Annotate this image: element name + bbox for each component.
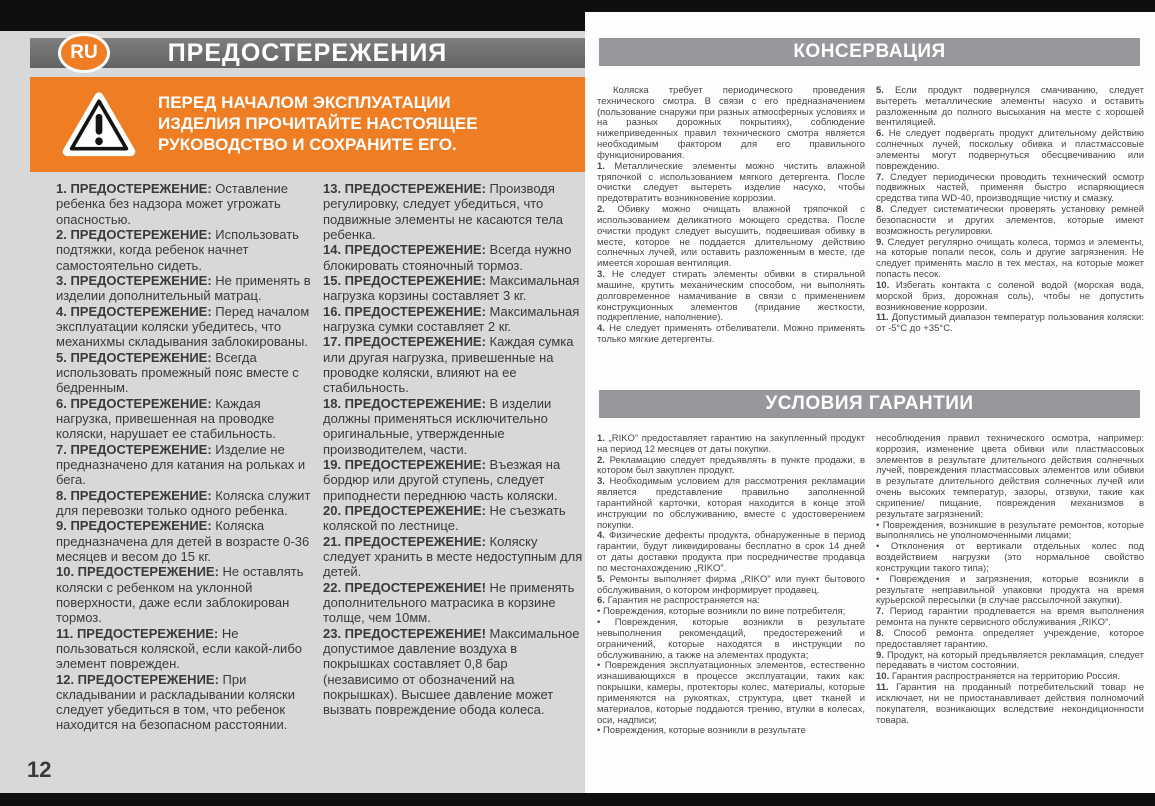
warranty-item: 9. Продукт, на который предъявляется рек… [876, 649, 1145, 672]
warnings-columns: 1. ПРЕДОСТЕРЕЖЕНИЕ: Оставление ребенка б… [56, 181, 583, 733]
notice-text: ПЕРЕД НАЧАЛОМ ЭКСПЛУАТАЦИИ ИЗДЕЛИЯ ПРОЧИ… [158, 93, 478, 154]
conservation-item: 7. Следует периодически проводить технич… [876, 171, 1144, 205]
conservation-item: 10. Избегать контакта с соленой водой (м… [876, 279, 1144, 313]
conservation-item: 5. Если продукт подвернулся смачиванию, … [876, 85, 1144, 129]
warranty-item: • Повреждения эксплуатационных элементов… [597, 660, 865, 726]
warranty-item: 11. Гарантия на проданный потребительски… [876, 682, 1144, 726]
warning-item: 17. ПРЕДОСТЕРЕЖЕНИЕ: Каждая сумка или др… [323, 334, 574, 396]
warranty-item: 6. Гарантия не распространяется на: [597, 595, 760, 607]
warning-triangle-icon [62, 91, 136, 156]
conservation-item: 9. Следует регулярно очищать колеса, тор… [876, 236, 1145, 281]
warranty-item: 3. Необходимым условием для рассмотрения… [597, 476, 866, 531]
conservation-item: 2. Обивку можно очищать влажной тряпочко… [597, 204, 865, 270]
warranty-item: 10. Гарантия распространяется на террито… [876, 671, 1121, 683]
warranty-item: • Повреждения, которые возникли по вине … [597, 606, 846, 618]
warning-item: 13. ПРЕДОСТЕРЕЖЕНИЕ: Производя регулиров… [323, 181, 564, 242]
warning-item: 20. ПРЕДОСТЕРЕЖЕНИЕ: Не съезжать коляско… [323, 502, 566, 534]
warranty-item: • Отклонения от вертикали отдельных коле… [876, 541, 1144, 574]
conservation-column-2: 5. Если продукт подвернулся смачиванию, … [876, 85, 1145, 346]
warranty-title: УСЛОВИЯ ГАРАНТИИ [765, 393, 974, 414]
language-badge-label: RU [70, 42, 98, 63]
warranty-item: 1. „RIKO” предоставляет гарантию на заку… [597, 433, 865, 455]
conservation-column-1: Коляска требует периодического проведени… [597, 85, 865, 346]
warranty-item: несоблюдения правил технического осмотра… [876, 433, 1144, 520]
page-number: 12 [27, 757, 52, 782]
warning-item: 4. ПРЕДОСТЕРЕЖЕНИЕ: Перед началом эксплу… [56, 303, 310, 350]
warning-item: 12. ПРЕДОСТЕРЕЖЕНИЕ: При складывании и р… [56, 671, 295, 733]
conservation-item: 3. Не следует стирать элементы обивки в … [597, 269, 865, 324]
warranty-item: • Повреждения, которые возникли в резуль… [597, 617, 865, 661]
conservation-item: Коляска требует периодического проведени… [597, 85, 865, 161]
warning-item: 5. ПРЕДОСТЕРЕЖЕНИЕ: Всегда использовать … [56, 349, 299, 396]
warning-item: 15. ПРЕДОСТЕРЕЖЕНИЕ: Максимальная нагруз… [323, 272, 580, 304]
conservation-columns: Коляска требует периодического проведени… [597, 85, 1145, 346]
warning-item: 9. ПРЕДОСТЕРЕЖЕНИЕ: Коляска предназначен… [56, 518, 310, 564]
warnings-section: ПРЕДОСТЕРЕЖЕНИЯ RU ПЕРЕД НАЧАЛОМ ЭКСПЛУА… [0, 0, 585, 806]
warning-item: 11. ПРЕДОСТЕРЕЖЕНИЕ: Не пользоваться кол… [56, 625, 302, 672]
warning-item: 16. ПРЕДОСТЕРЕЖЕНИЕ: Максимальная нагруз… [323, 303, 580, 334]
read-manual-notice-box: ПЕРЕД НАЧАЛОМ ЭКСПЛУАТАЦИИ ИЗДЕЛИЯ ПРОЧИ… [30, 77, 585, 172]
conservation-header-bar: КОНСЕРВАЦИЯ [599, 38, 1140, 66]
warranty-item: • Повреждения, возникшие в результате ре… [876, 519, 1144, 542]
warranty-item: 4. Физические дефекты продукта, обнаруже… [597, 530, 865, 574]
warning-item: 8. ПРЕДОСТЕРЕЖЕНИЕ: Коляска служит для п… [56, 487, 311, 518]
warning-item: 3. ПРЕДОСТЕРЕЖЕНИЕ: Не применять в издел… [56, 272, 311, 304]
right-page: КОНСЕРВАЦИЯ Коляска требует периодическо… [585, 0, 1155, 806]
warranty-item: 2. Рекламацию следует предъявлять в пунк… [597, 454, 865, 477]
warranty-item: 5. Ремонты выполняет фирма „RIKO” или пу… [597, 573, 866, 596]
warning-item: 21. ПРЕДОСТЕРЕЖЕНИЕ: Коляску следует хра… [323, 533, 583, 580]
conservation-item: 11. Допустимый диапазон температур польз… [876, 312, 1145, 335]
warranty-column-1: 1. „RIKO” предоставляет гарантию на заку… [597, 433, 866, 737]
warranty-columns: 1. „RIKO” предоставляет гарантию на заку… [597, 433, 1145, 737]
warranty-item: • Повреждения и загрязнения, которые воз… [876, 573, 1144, 607]
warning-item: 1. ПРЕДОСТЕРЕЖЕНИЕ: Оставление ребенка б… [56, 181, 289, 227]
warranty-item: • Повреждения, которые возникли в резуль… [597, 725, 806, 737]
warning-item: 19. ПРЕДОСТЕРЕЖЕНИЕ: Въезжая на бордюр и… [323, 456, 561, 503]
warning-item: 22. ПРЕДОСТЕРЕЖЕНИЕ! Не применять дополн… [323, 579, 575, 626]
warranty-item: 7. Период гарантии продлевается на время… [876, 606, 1144, 629]
conservation-item: 6. Не следует подвергать продукт длитель… [876, 128, 1144, 172]
warning-item: 23. ПРЕДОСТЕРЕЖЕНИЕ! Максимальное допуст… [323, 625, 580, 718]
warning-item: 18. ПРЕДОСТЕРЕЖЕНИЕ: В изделии должны пр… [323, 395, 552, 457]
warnings-header-bar: ПРЕДОСТЕРЕЖЕНИЯ [30, 38, 585, 68]
conservation-title: КОНСЕРВАЦИЯ [793, 41, 946, 62]
warning-item: 7. ПРЕДОСТЕРЕЖЕНИЕ: Изделие не предназна… [56, 441, 306, 488]
warning-item: 2. ПРЕДОСТЕРЕЖЕНИЕ: Использовать подтяжк… [56, 226, 299, 273]
warnings-column-1: 1. ПРЕДОСТЕРЕЖЕНИЕ: Оставление ребенка б… [56, 181, 316, 733]
warning-item: 10. ПРЕДОСТЕРЕЖЕНИЕ: Не оставлять коляск… [56, 564, 304, 626]
warranty-header-bar: УСЛОВИЯ ГАРАНТИИ [599, 390, 1140, 418]
warnings-column-2: 13. ПРЕДОСТЕРЕЖЕНИЕ: Производя регулиров… [323, 181, 583, 733]
language-badge: RU [58, 33, 110, 73]
conservation-item: 4. Не следует применять отбеливатели. Мо… [597, 323, 865, 346]
warranty-column-2: несоблюдения правил технического осмотра… [876, 433, 1145, 737]
top-black-strip [0, 0, 1155, 12]
bottom-black-strip [0, 793, 1155, 806]
warnings-title: ПРЕДОСТЕРЕЖЕНИЯ [167, 38, 448, 67]
conservation-item: 1. Металлические элементы можно чистить … [597, 160, 865, 205]
warranty-item: 8. Способ ремонта определяет учреждение,… [876, 627, 1145, 650]
conservation-item: 8. Следует систематически проверять уста… [876, 204, 1145, 237]
warning-item: 6. ПРЕДОСТЕРЕЖЕНИЕ: Каждая нагрузка, при… [56, 395, 277, 442]
warning-item: 14. ПРЕДОСТЕРЕЖЕНИЕ: Всегда нужно блокир… [323, 242, 572, 273]
